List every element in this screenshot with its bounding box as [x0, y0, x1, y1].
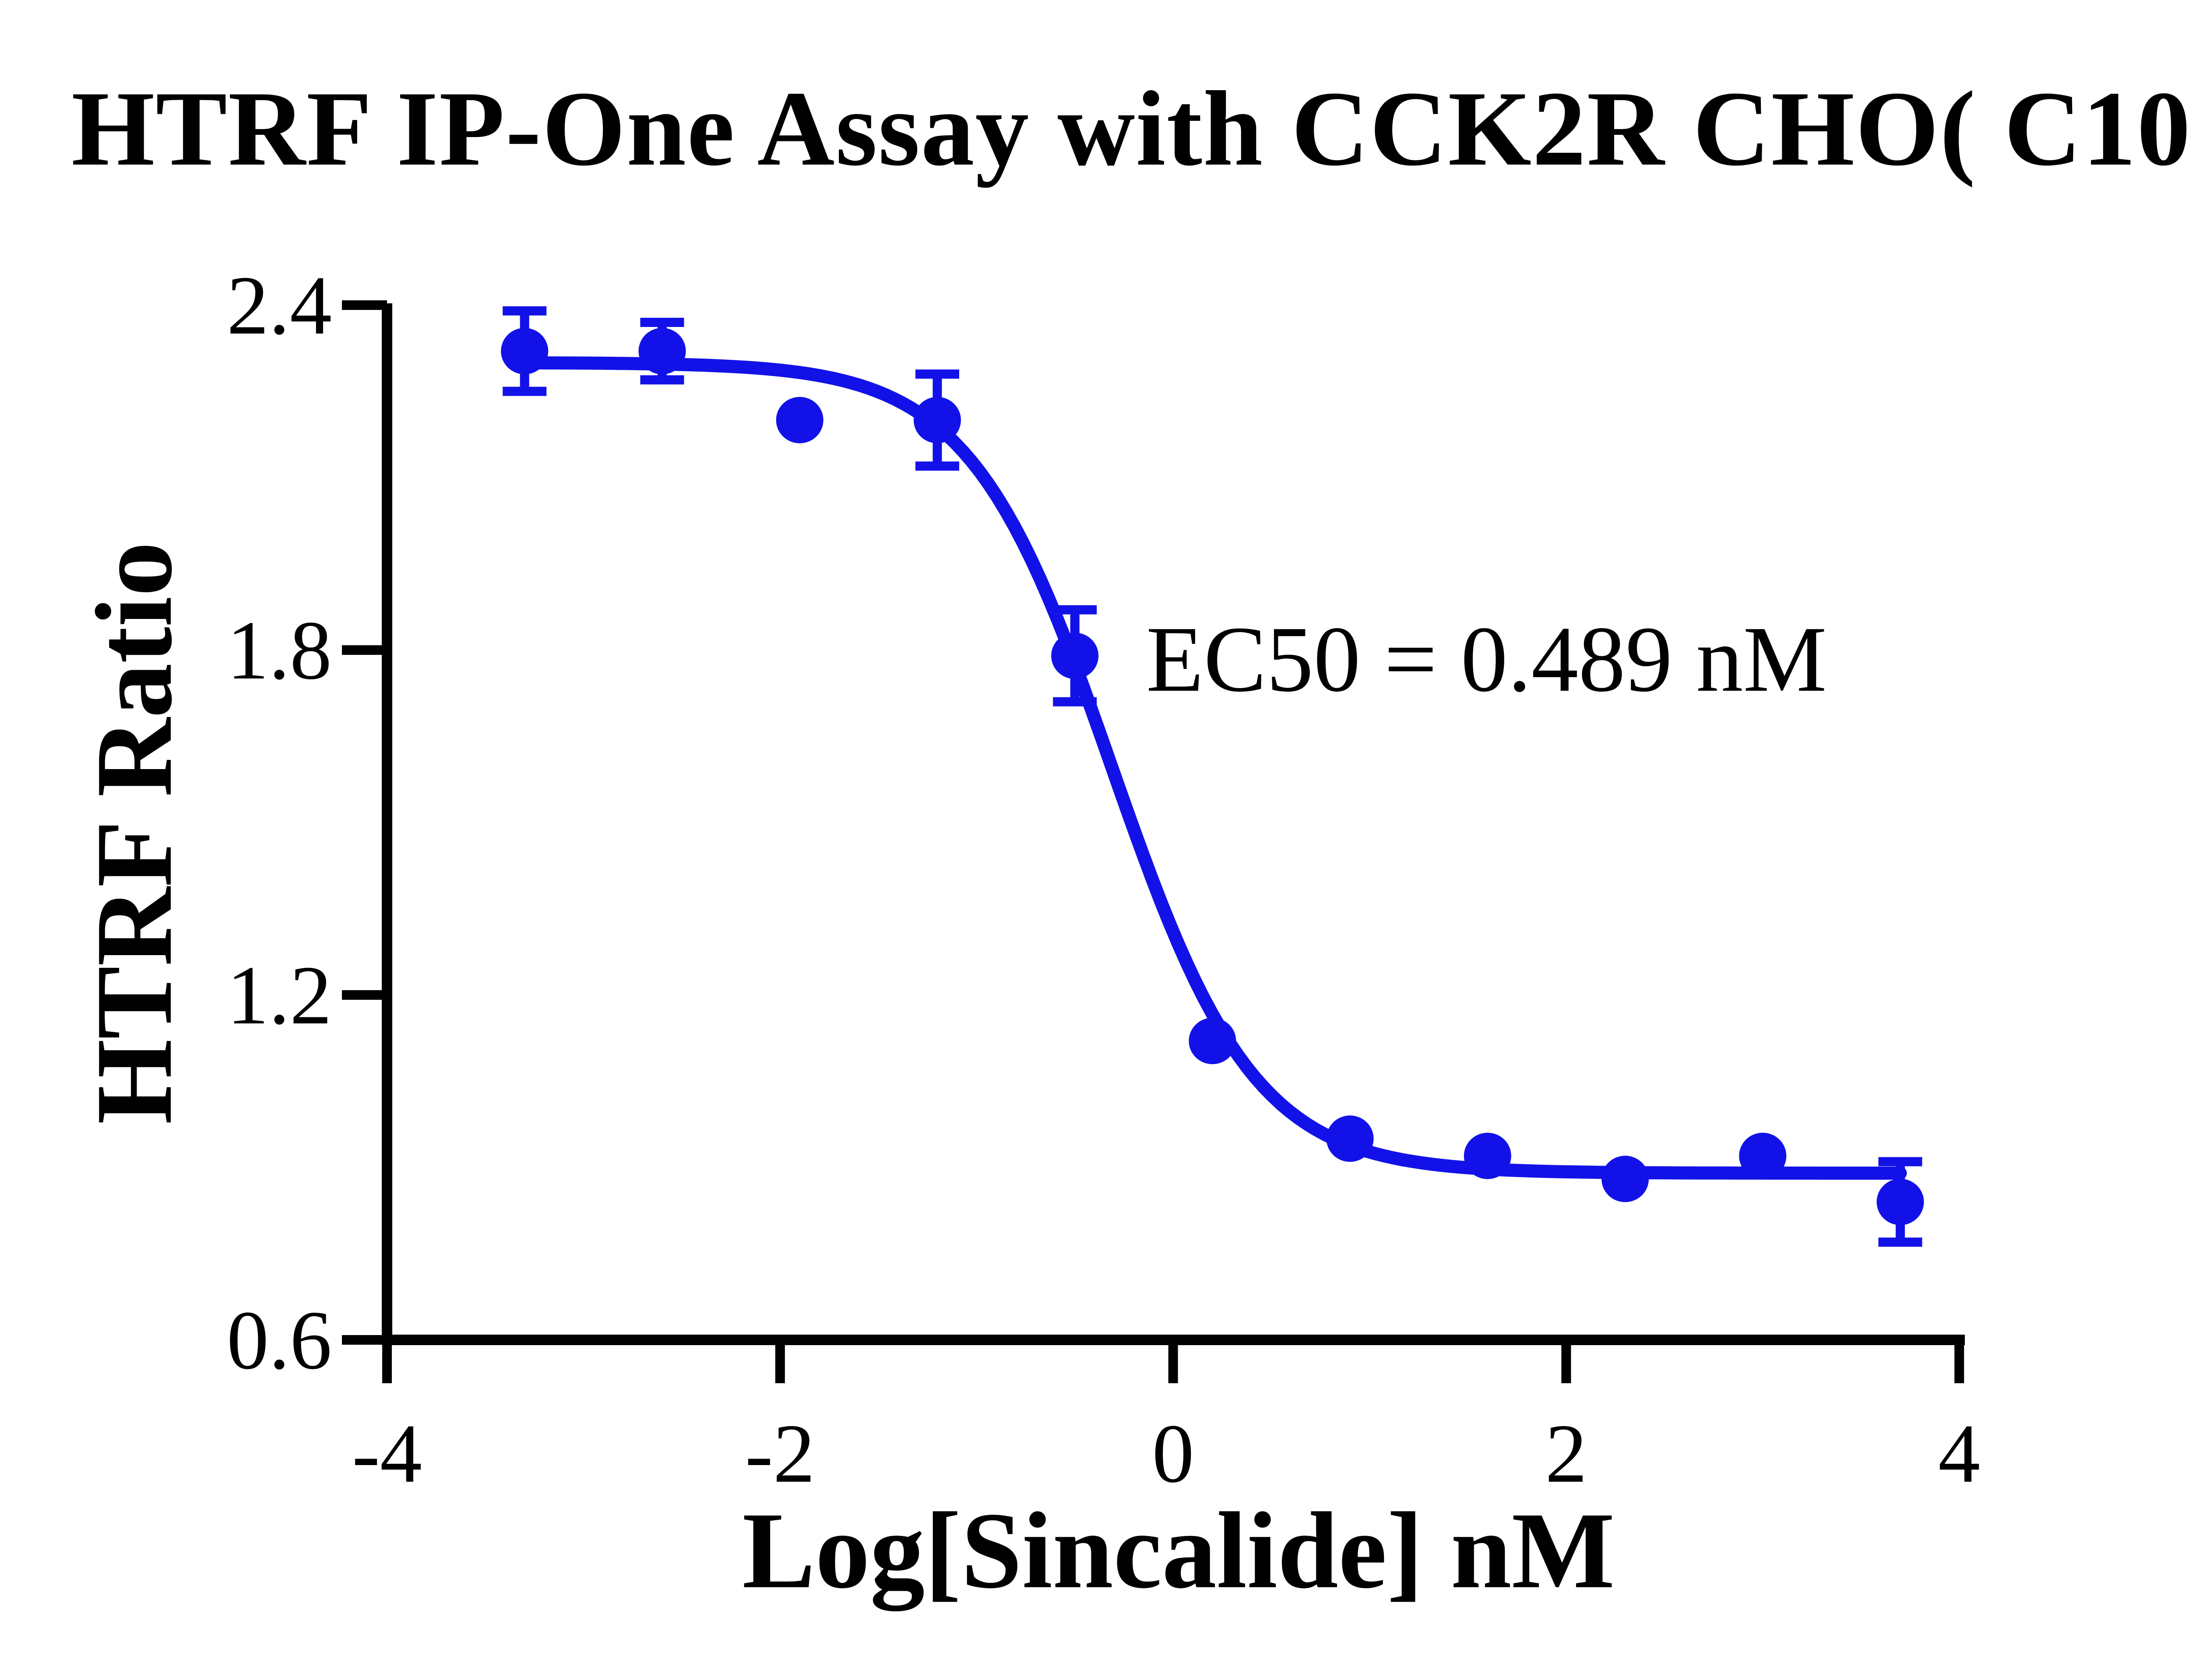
error-bar-cap-bottom	[1878, 1237, 1922, 1247]
ec50-annotation: EC50 = 0.489 nM	[1146, 607, 1827, 711]
y-tick	[342, 990, 387, 1000]
data-point	[776, 397, 824, 443]
error-bar-cap-top	[915, 369, 959, 379]
x-tick	[775, 1337, 785, 1383]
x-tick	[382, 1337, 392, 1383]
y-tick-label: 2.4	[227, 259, 332, 352]
y-tick	[342, 1335, 387, 1345]
x-tick-label: 2	[1545, 1407, 1587, 1500]
y-axis-line	[382, 303, 392, 1345]
x-tick-label: -2	[745, 1407, 815, 1500]
error-bar-cap-top	[1053, 605, 1097, 615]
x-tick	[1954, 1337, 1964, 1383]
error-bar-cap-top	[1878, 1157, 1922, 1167]
x-tick	[1561, 1337, 1571, 1383]
y-tick	[342, 645, 387, 655]
fit-curve	[518, 356, 1907, 1180]
data-point	[1326, 1115, 1374, 1162]
x-tick-label: 0	[1152, 1407, 1194, 1500]
error-bar-cap-top	[503, 306, 547, 316]
error-bar-cap-bottom	[640, 375, 684, 385]
data-point	[1601, 1156, 1649, 1202]
chart-title: HTRF IP-One Assay with CCK2R CHO( C10)	[71, 69, 2189, 188]
y-tick-label: 0.6	[227, 1293, 332, 1387]
data-point	[501, 328, 549, 375]
data-point	[1464, 1132, 1511, 1179]
error-bar-cap-bottom	[915, 461, 959, 471]
y-axis-title: HTRF Ratio	[74, 541, 195, 1125]
data-point	[913, 397, 961, 443]
x-tick	[1168, 1337, 1178, 1383]
y-tick-label: 1.2	[227, 949, 332, 1042]
data-point	[1739, 1132, 1787, 1179]
x-axis-title: Log[Sincalide] nM	[742, 1490, 1615, 1611]
data-point	[1189, 1018, 1236, 1065]
error-bar-cap-top	[640, 317, 684, 327]
y-tick-label: 1.8	[227, 604, 332, 697]
error-bar-cap-bottom	[503, 387, 547, 396]
x-tick-label: 4	[1938, 1407, 1980, 1500]
x-tick-label: -4	[352, 1407, 422, 1500]
data-point	[638, 328, 686, 375]
data-point	[1876, 1178, 1924, 1225]
y-tick	[342, 300, 387, 310]
data-point	[1051, 633, 1099, 679]
